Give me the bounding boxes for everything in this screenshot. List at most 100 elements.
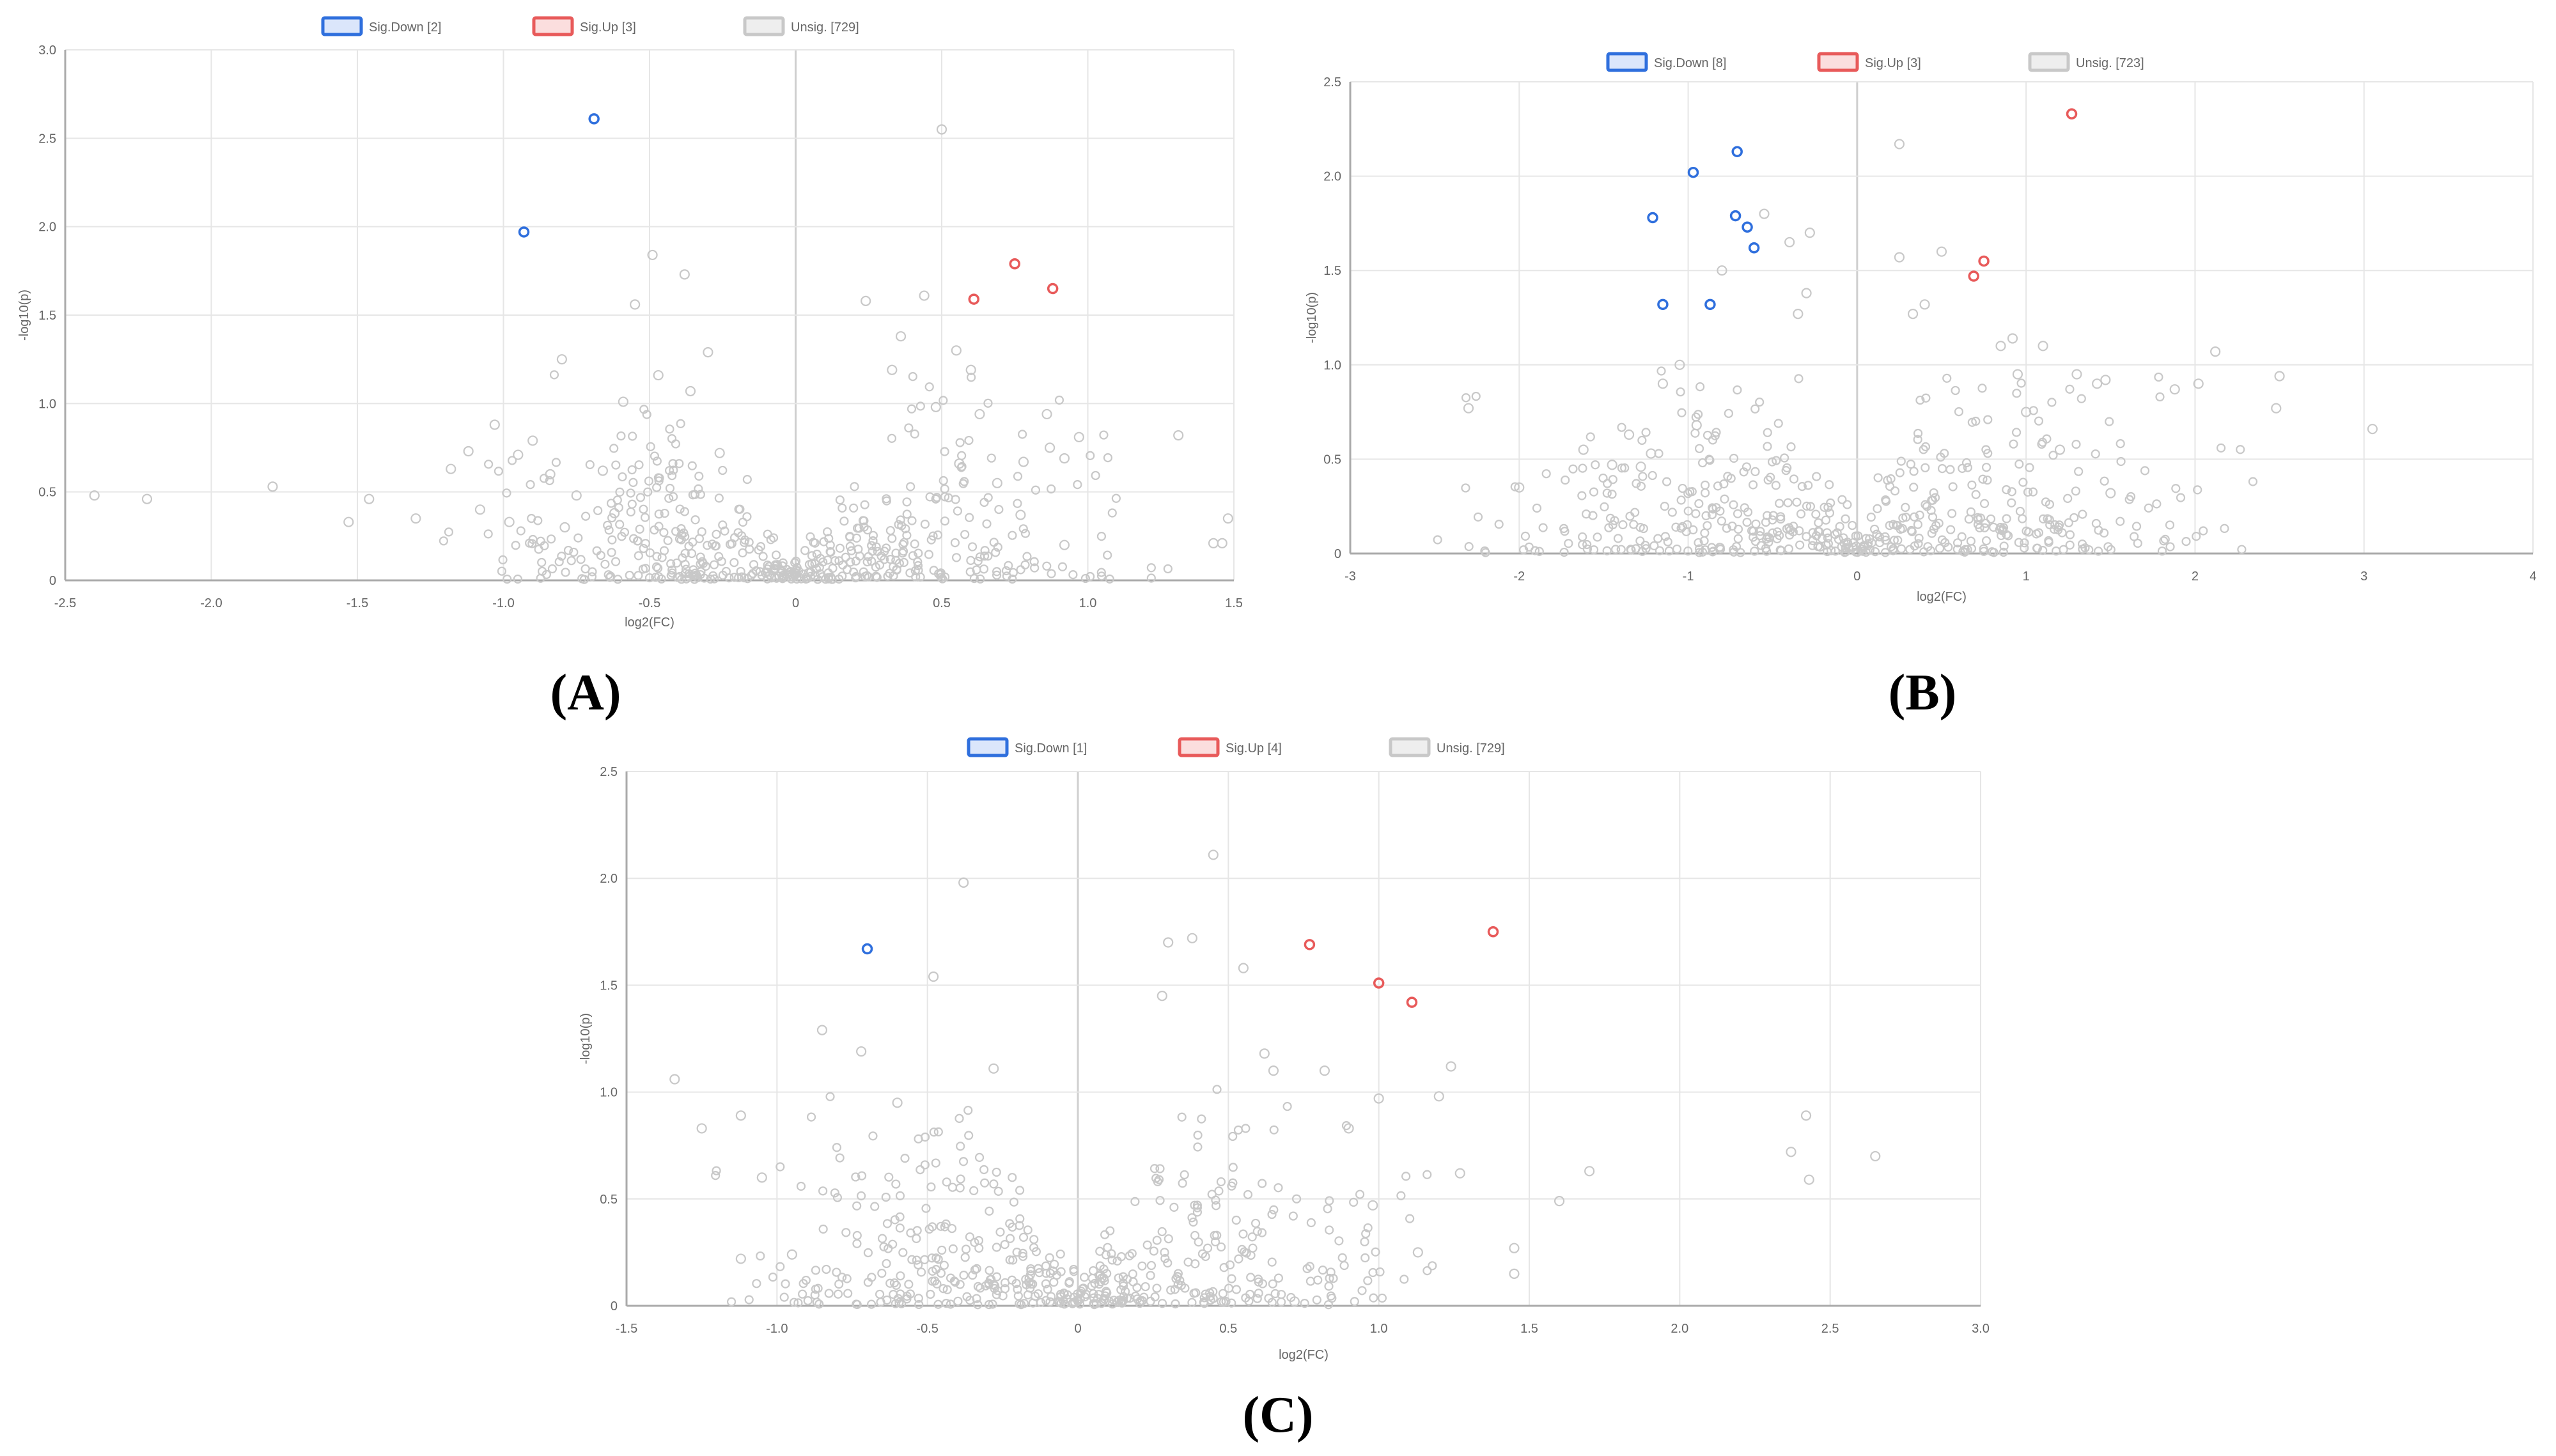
sig-up-point xyxy=(1487,926,1499,938)
unsig-point xyxy=(714,447,725,458)
unsig-background-point xyxy=(654,509,664,519)
unsig-background-point xyxy=(1807,541,1818,550)
x-tick-label: 3.0 xyxy=(1972,1322,1990,1336)
unsig-background-point xyxy=(1794,374,1804,383)
x-axis-title: log2(FC) xyxy=(625,616,674,630)
unsig-background-point xyxy=(640,513,650,522)
unsig-background-point xyxy=(955,438,965,447)
unsig-point xyxy=(489,419,500,430)
unsig-background-point xyxy=(1811,531,1821,541)
unsig-background-point xyxy=(1107,1255,1117,1265)
unsig-background-point xyxy=(1050,1259,1059,1269)
unsig-point xyxy=(556,354,568,365)
unsig-background-point xyxy=(1937,535,1947,545)
unsig-point xyxy=(1995,341,2006,352)
unsig-background-point xyxy=(738,548,747,558)
unsig-background-point xyxy=(973,1300,983,1310)
unsig-background-point xyxy=(946,1273,956,1283)
unsig-background-point xyxy=(665,424,674,434)
unsig-background-point xyxy=(1355,1189,1365,1199)
unsig-background-point xyxy=(1973,513,1983,522)
unsig-background-point xyxy=(2053,522,2063,532)
y-tick-label: 2.0 xyxy=(38,221,56,235)
unsig-background-point xyxy=(1602,488,1612,498)
unsig-background-point xyxy=(846,557,855,567)
unsig-background-point xyxy=(898,1248,908,1257)
y-tick-label: 1.5 xyxy=(38,309,56,323)
unsig-background-point xyxy=(676,530,687,539)
unsig-background-point xyxy=(1750,546,1759,556)
unsig-background-point xyxy=(1717,516,1727,526)
legend-label-sig-up: Sig.Up [3] xyxy=(580,20,636,35)
unsig-background-point xyxy=(887,433,897,443)
unsig-background-point xyxy=(676,535,686,545)
unsig-background-point xyxy=(857,1171,867,1181)
unsig-background-point xyxy=(1631,544,1640,554)
unsig-background-point xyxy=(980,1178,990,1188)
unsig-background-point xyxy=(1797,481,1807,492)
unsig-background-point xyxy=(1921,500,1930,509)
unsig-point xyxy=(1173,430,1184,441)
unsig-background-point xyxy=(1820,502,1829,512)
unsig-background-point xyxy=(778,570,788,580)
unsig-background-point xyxy=(974,1152,985,1162)
unsig-point xyxy=(1646,448,1656,459)
unsig-background-point xyxy=(1357,1286,1367,1296)
unsig-background-point xyxy=(835,543,845,553)
unsig-point xyxy=(463,445,474,457)
unsig-background-point xyxy=(839,516,849,526)
unsig-background-point xyxy=(639,504,648,514)
unsig-point xyxy=(951,345,962,356)
unsig-background-point xyxy=(1837,495,1847,504)
unsig-background-point xyxy=(1212,1085,1222,1094)
unsig-background-point xyxy=(1091,470,1100,481)
unsig-background-point xyxy=(1893,521,1903,531)
legend-swatch-sig-down xyxy=(967,737,1009,757)
unsig-background-point xyxy=(835,1153,845,1163)
unsig-background-point xyxy=(791,556,801,566)
unsig-background-point xyxy=(1041,1279,1050,1289)
x-tick-label: 0.5 xyxy=(933,596,951,610)
unsig-background-point xyxy=(1981,536,1991,546)
unsig-point xyxy=(735,1253,746,1264)
unsig-background-point xyxy=(1510,482,1520,492)
unsig-background-point xyxy=(823,574,834,584)
unsig-background-point xyxy=(690,515,700,525)
series-unsig-c xyxy=(669,849,1881,1307)
unsig-background-point xyxy=(914,1294,923,1303)
unsig-background-point xyxy=(1825,480,1834,490)
sig-down-point xyxy=(588,113,600,125)
unsig-background-point xyxy=(838,503,847,513)
unsig-background-point xyxy=(884,1244,893,1253)
unsig-background-point xyxy=(754,545,763,555)
unsig-background-point xyxy=(2237,545,2247,554)
unsig-point xyxy=(1509,1243,1520,1253)
unsig-background-point xyxy=(1648,470,1657,481)
unsig-background-point xyxy=(1981,463,1991,472)
unsig-background-point xyxy=(1927,529,1936,538)
unsig-background-point xyxy=(1114,1273,1123,1283)
x-tick-label: 0 xyxy=(792,596,799,610)
legend-label-sig-up: Sig.Up [4] xyxy=(1226,741,1282,755)
unsig-background-point xyxy=(992,570,1002,580)
unsig-point xyxy=(267,481,278,492)
unsig-background-point xyxy=(856,1191,866,1201)
unsig-background-point xyxy=(664,493,674,503)
unsig-point xyxy=(954,458,965,469)
unsig-background-point xyxy=(902,509,912,519)
unsig-background-point xyxy=(921,1204,931,1213)
unsig-background-point xyxy=(2025,463,2034,472)
unsig-background-point xyxy=(1948,482,1958,492)
unsig-background-point xyxy=(906,482,916,492)
unsig-background-point xyxy=(2133,538,2142,548)
unsig-point xyxy=(1343,1123,1354,1134)
unsig-point xyxy=(756,1172,767,1183)
unsig-background-point xyxy=(1783,498,1793,507)
unsig-background-point xyxy=(1047,569,1056,578)
unsig-background-point xyxy=(1176,1281,1186,1290)
unsig-background-point xyxy=(1163,1258,1173,1268)
unsig-background-point xyxy=(2071,486,2080,496)
unsig-background-point xyxy=(1952,538,1963,548)
unsig-background-point xyxy=(2014,538,2023,547)
unsig-background-point xyxy=(1055,1297,1064,1306)
